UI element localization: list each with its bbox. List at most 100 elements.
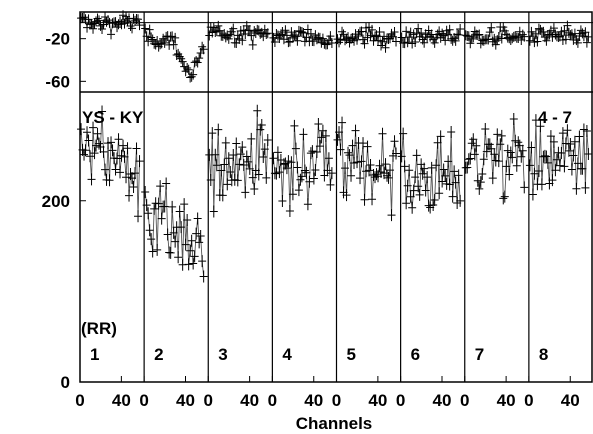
amplitude-point: [409, 184, 418, 197]
phase-point: [284, 37, 293, 48]
amplitude-point: [555, 159, 564, 172]
amplitude-point: [206, 174, 215, 187]
phase-point: [145, 24, 154, 35]
phase-point: [290, 29, 299, 40]
amplitude-point: [351, 124, 360, 137]
amplitude-point: [500, 190, 509, 203]
amplitude-point: [232, 137, 241, 150]
amplitude-point: [285, 205, 294, 218]
phase-point: [582, 37, 591, 48]
amplitude-point: [154, 197, 163, 210]
phase-point: [326, 31, 335, 42]
amplitude-point: [135, 155, 144, 168]
amplitude-line: [401, 132, 461, 209]
amplitude-point: [496, 138, 505, 151]
amplitude-point: [278, 194, 287, 207]
x-axis-title: Channels: [296, 414, 373, 433]
amplitude-point: [418, 167, 427, 180]
amplitude-line: [272, 124, 333, 212]
phase-point: [417, 28, 426, 39]
amplitude-point: [314, 118, 323, 131]
amplitude-point: [341, 162, 350, 175]
phase-point: [189, 69, 198, 80]
amplitude-point: [303, 198, 312, 211]
amplitude-point: [427, 161, 436, 174]
amplitude-point: [534, 165, 543, 178]
phase-point: [193, 57, 202, 68]
x-tick-label: 0: [139, 391, 148, 410]
amplitude-point: [488, 172, 497, 185]
amplitude-point: [572, 182, 581, 195]
amplitude-point: [466, 152, 475, 165]
amplitude-point: [181, 238, 190, 251]
phase-point: [134, 14, 143, 25]
phase-point: [402, 26, 411, 37]
phase-point: [104, 15, 113, 26]
amplitude-point: [250, 183, 259, 196]
amplitude-point: [208, 127, 217, 140]
phase-point: [368, 24, 377, 35]
amplitude-point: [93, 127, 102, 140]
amplitude-point: [399, 127, 408, 140]
amplitude-point: [502, 160, 511, 173]
phase-point: [466, 38, 475, 49]
amplitude-point: [212, 159, 221, 172]
phase-point: [473, 30, 482, 41]
amplitude-point: [299, 128, 308, 141]
amplitude-point: [372, 168, 381, 181]
amplitude-point: [408, 201, 417, 214]
amplitude-point: [336, 143, 345, 156]
amplitude-point: [451, 176, 460, 189]
amplitude-line: [144, 183, 205, 277]
amplitude-point: [560, 160, 569, 173]
phase-point: [531, 28, 540, 39]
amplitude-point: [356, 172, 365, 185]
amplitude-point: [321, 129, 330, 142]
amplitude-point: [505, 168, 514, 181]
amplitude-point: [567, 163, 576, 176]
panel-number-label: 2: [154, 345, 163, 364]
amplitude-point: [233, 174, 242, 187]
amplitude-point: [344, 146, 353, 159]
amplitude-point: [162, 177, 171, 190]
amplitude-point: [119, 139, 128, 152]
amplitude-point: [324, 152, 333, 165]
phase-point: [199, 44, 208, 55]
amplitude-point: [95, 137, 104, 150]
amplitude-point: [563, 124, 572, 137]
amplitude-point: [218, 189, 227, 202]
amplitude-point: [444, 155, 453, 168]
phase-point: [95, 15, 104, 26]
phase-line: [144, 28, 205, 79]
phase-point: [549, 23, 558, 34]
amplitude-point: [456, 194, 465, 207]
amplitude-point: [432, 159, 441, 172]
amplitude-point: [187, 234, 196, 247]
panel-number-label: 7: [475, 345, 484, 364]
x-tick-label: 40: [368, 391, 387, 410]
phase-point: [291, 31, 300, 42]
x-tick-label: 40: [497, 391, 516, 410]
amplitude-point: [430, 193, 439, 206]
phase-point: [171, 32, 180, 43]
phase-point: [561, 34, 570, 45]
amplitude-point: [335, 126, 344, 139]
amplitude-point: [141, 186, 150, 199]
phase-point: [126, 21, 135, 32]
amplitude-point: [540, 149, 549, 162]
amplitude-point: [214, 123, 223, 136]
amplitude-point: [392, 147, 401, 160]
amplitude-point: [134, 210, 143, 223]
phase-point: [175, 51, 184, 62]
amplitude-point: [160, 200, 169, 213]
amplitude-point: [113, 152, 122, 165]
amplitude-point: [144, 207, 153, 220]
amplitude-point: [531, 114, 540, 127]
y-tick-label: 200: [42, 192, 70, 211]
amplitude-point: [247, 132, 256, 145]
amplitude-point: [421, 184, 430, 197]
phase-point: [573, 37, 582, 48]
amplitude-point: [254, 168, 263, 181]
amplitude-point: [90, 147, 99, 160]
phase-point: [187, 71, 196, 82]
